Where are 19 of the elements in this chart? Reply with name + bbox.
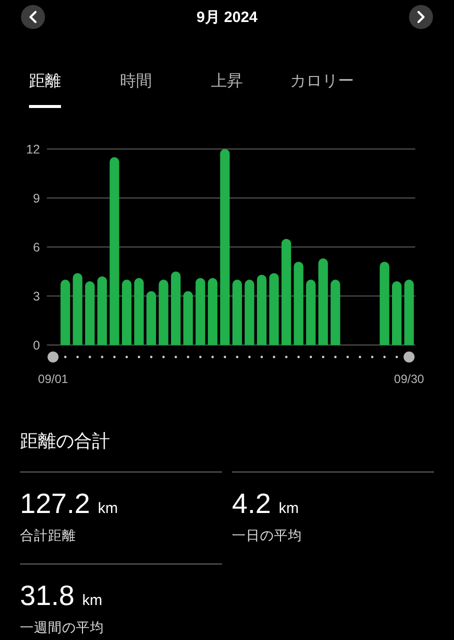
x-tick-label: 09/01	[38, 372, 68, 386]
y-tick-label: 3	[33, 290, 40, 304]
text: 一週間の平均	[20, 620, 104, 635]
y-tick-label: 12	[26, 142, 40, 156]
y-tick-label: 0	[33, 338, 40, 352]
text: 距離	[29, 72, 61, 90]
text: 一日の平均	[232, 528, 302, 543]
x-tick-label: 09/30	[394, 372, 424, 386]
text: 合計距離	[20, 528, 76, 543]
text: 127.2 km	[20, 488, 118, 519]
chart-title: 9月 2024	[196, 9, 258, 26]
text: 時間	[120, 72, 152, 90]
text: 距離の合計	[20, 431, 110, 451]
text: カロリー	[290, 73, 354, 90]
text: 4.2 km	[232, 488, 299, 519]
text: 上昇	[211, 72, 243, 90]
y-tick-label: 6	[33, 240, 40, 254]
y-tick-label: 9	[33, 192, 40, 206]
text: 31.8 km	[20, 580, 102, 611]
